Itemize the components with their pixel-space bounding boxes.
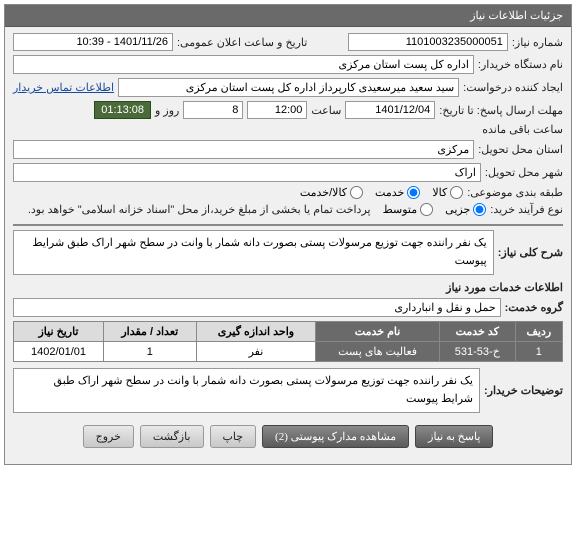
services-table: ردیف کد خدمت نام خدمت واحد اندازه گیری ت… <box>13 321 563 362</box>
buyer-value: اداره کل پست استان مرکزی <box>13 55 474 74</box>
announce-label: تاریخ و ساعت اعلان عمومی: <box>177 36 307 49</box>
buyer-label: نام دستگاه خریدار: <box>478 58 563 71</box>
process-type-label: نوع فرآیند خرید: <box>490 203 563 216</box>
td-name: فعالیت های پست <box>316 342 440 362</box>
buyer-note-value: یک نفر راننده جهت توزیع مرسولات پستی بصو… <box>13 368 480 413</box>
general-desc-value: یک نفر راننده جهت توزیع مرسولات پستی بصو… <box>13 230 494 275</box>
creator-value: سید سعید میرسعیدی کارپرداز اداره کل پست … <box>118 78 459 97</box>
table-row: 1 خ-53-531 فعالیت های پست نفر 1 1402/01/… <box>14 342 563 362</box>
th-code: کد خدمت <box>439 322 515 342</box>
subject-type-group: کالا خدمت کالا/خدمت <box>300 186 463 199</box>
td-row: 1 <box>515 342 562 362</box>
city-label: شهر محل تحویل: <box>485 166 563 179</box>
td-date: 1402/01/01 <box>14 342 104 362</box>
subject-service-option[interactable]: خدمت <box>375 186 420 199</box>
th-unit: واحد اندازه گیری <box>196 322 316 342</box>
th-name: نام خدمت <box>316 322 440 342</box>
subject-both-option[interactable]: کالا/خدمت <box>300 186 363 199</box>
td-unit: نفر <box>196 342 316 362</box>
creator-label: ایجاد کننده درخواست: <box>463 81 563 94</box>
panel-title: جزئیات اطلاعات نیاز <box>5 5 571 27</box>
time-label-1: ساعت <box>311 104 341 117</box>
contact-link[interactable]: اطلاعات تماس خریدار <box>13 81 114 94</box>
exit-button[interactable]: خروج <box>83 425 134 448</box>
province-value: مرکزی <box>13 140 474 159</box>
subject-type-label: طبقه بندی موضوعی: <box>467 186 563 199</box>
days-value: 8 <box>183 101 243 119</box>
process-note: پرداخت تمام یا بخشی از مبلغ خرید،از محل … <box>28 203 371 216</box>
need-no-label: شماره نیاز: <box>512 36 563 49</box>
td-qty: 1 <box>104 342 197 362</box>
general-desc-label: شرح کلی نیاز: <box>498 246 563 259</box>
service-group-label: گروه خدمت: <box>505 301 563 314</box>
service-group-value: حمل و نقل و انبارداری <box>13 298 501 317</box>
process-type-group: جزیی متوسط <box>383 203 487 216</box>
need-details-panel: جزئیات اطلاعات نیاز شماره نیاز: 11010032… <box>4 4 572 465</box>
th-qty: تعداد / مقدار <box>104 322 197 342</box>
remaining-time: 01:13:08 <box>94 101 151 119</box>
deadline-label: مهلت ارسال پاسخ: تا تاریخ: <box>439 104 563 117</box>
process-medium-option[interactable]: متوسط <box>383 203 434 216</box>
city-value: اراک <box>13 163 481 182</box>
print-button[interactable]: چاپ <box>210 425 257 448</box>
remain-label: ساعت باقی مانده <box>482 123 563 136</box>
process-partial-option[interactable]: جزیی <box>445 203 486 216</box>
announce-value: 1401/11/26 - 10:39 <box>13 33 173 51</box>
need-no-value: 1101003235000051 <box>348 33 508 51</box>
province-label: استان محل تحویل: <box>478 143 563 156</box>
td-code: خ-53-531 <box>439 342 515 362</box>
back-button[interactable]: بازگشت <box>140 425 204 448</box>
deadline-date: 1401/12/04 <box>345 101 435 119</box>
buyer-note-label: توضیحات خریدار: <box>484 384 563 397</box>
th-row: ردیف <box>515 322 562 342</box>
reply-button[interactable]: پاسخ به نیاز <box>415 425 493 448</box>
table-header-row: ردیف کد خدمت نام خدمت واحد اندازه گیری ت… <box>14 322 563 342</box>
button-bar: پاسخ به نیاز مشاهده مدارک پیوستی (2) چاپ… <box>13 417 563 458</box>
deadline-time: 12:00 <box>247 101 307 119</box>
attachments-button[interactable]: مشاهده مدارک پیوستی (2) <box>262 425 409 448</box>
day-label: روز و <box>155 104 179 117</box>
th-date: تاریخ نیاز <box>14 322 104 342</box>
subject-goods-option[interactable]: کالا <box>432 186 463 199</box>
services-info-label: اطلاعات خدمات مورد نیاز <box>446 281 563 294</box>
